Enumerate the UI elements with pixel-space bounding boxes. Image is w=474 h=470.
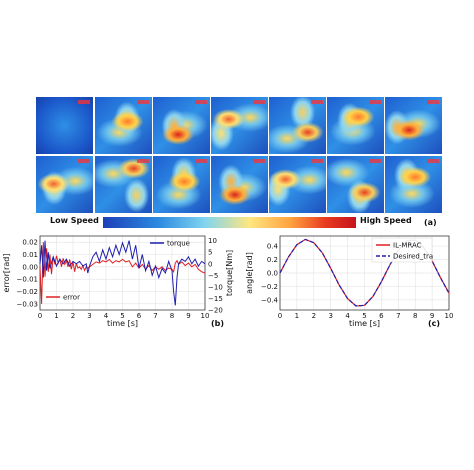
speed-colorbar <box>103 217 356 228</box>
speed-map-tile <box>153 97 210 154</box>
legend-label-error: error <box>63 294 80 302</box>
y2-axis-label: torque[Nm] <box>225 250 234 296</box>
speed-map-tile <box>269 97 326 154</box>
y-tick-label: 0.02 <box>22 239 38 247</box>
x-tick-label: 6 <box>137 312 142 320</box>
y2-tick-label: 10 <box>208 237 217 245</box>
x-tick-label: 0 <box>38 312 42 320</box>
speed-map-tile <box>327 97 384 154</box>
legend-label-il-mrac: IL-MRAC <box>393 242 422 250</box>
y-axis-label: error[rad] <box>2 254 11 293</box>
time-stamp-marker <box>369 100 381 104</box>
x-tick-label: 10 <box>445 312 454 320</box>
legend-label-torque: torque <box>167 240 190 248</box>
speed-map-tile <box>211 156 268 213</box>
speed-map-tile <box>327 156 384 213</box>
time-stamp-marker <box>195 159 207 163</box>
legend-box <box>371 237 433 263</box>
time-stamp-marker <box>137 159 149 163</box>
x-tick-label: 2 <box>312 312 316 320</box>
time-stamp-marker <box>78 100 90 104</box>
speed-map-tile <box>385 97 442 154</box>
speed-map-tile <box>95 156 152 213</box>
low-speed-label: Low Speed <box>50 216 99 225</box>
time-stamp-marker <box>427 100 439 104</box>
y-tick-label: 0.00 <box>22 263 38 271</box>
time-stamp-marker <box>311 100 323 104</box>
time-stamp-marker <box>253 159 265 163</box>
x-tick-label: 8 <box>413 312 417 320</box>
speed-map-tile <box>385 156 442 213</box>
panel-label-c: (c) <box>428 319 440 328</box>
y2-tick-label: 5 <box>208 249 212 257</box>
y-tick-label: −0.2 <box>261 283 278 291</box>
x-tick-label: 1 <box>295 312 299 320</box>
time-stamp-marker <box>253 100 265 104</box>
y-axis-label: angle[rad] <box>245 252 254 294</box>
x-tick-label: 10 <box>201 312 210 320</box>
y2-tick-label: −15 <box>208 295 223 303</box>
series-line-torque <box>39 240 206 306</box>
x-tick-label: 7 <box>396 312 400 320</box>
y-tick-label: −0.02 <box>17 288 38 296</box>
speed-map-tile <box>153 156 210 213</box>
y2-tick-label: −20 <box>208 307 223 315</box>
legend-label-desired: Desired_tra <box>393 253 433 261</box>
panel-label-b: (b) <box>211 319 224 328</box>
error-torque-chart: 0 1 2 3 4 5 6 7 8 9 10 0.02 0.01 0.00 −0.01 −0.02 −0.03 1… <box>2 235 234 328</box>
time-stamp-marker <box>311 159 323 163</box>
time-stamp-marker <box>369 159 381 163</box>
y2-tick-label: −10 <box>208 283 223 291</box>
time-stamp-marker <box>137 100 149 104</box>
x-tick-label: 4 <box>345 312 350 320</box>
x-tick-label: 5 <box>362 312 366 320</box>
time-stamp-marker <box>195 100 207 104</box>
x-tick-label: 9 <box>186 312 190 320</box>
y-tick-label: 0.2 <box>267 256 278 264</box>
x-tick-label: 5 <box>120 312 124 320</box>
speed-map-tile <box>269 156 326 213</box>
x-tick-label: 3 <box>328 312 332 320</box>
y-tick-label: −0.01 <box>17 276 38 284</box>
x-tick-label: 7 <box>153 312 157 320</box>
time-stamp-marker <box>427 159 439 163</box>
x-axis-label: time [s] <box>349 319 380 328</box>
y-tick-label: −0.4 <box>261 296 279 304</box>
y-tick-label: 0.01 <box>22 251 38 259</box>
x-tick-label: 1 <box>54 312 58 320</box>
x-tick-label: 4 <box>104 312 109 320</box>
speed-map-tile <box>36 97 93 154</box>
x-tick-label: 9 <box>430 312 434 320</box>
panel-label-a: (a) <box>424 218 437 227</box>
x-tick-label: 2 <box>71 312 75 320</box>
x-tick-label: 0 <box>278 312 282 320</box>
speed-map-tile <box>36 156 93 213</box>
speed-map-tile <box>211 97 268 154</box>
speed-map-tile <box>95 97 152 154</box>
y-tick-label: 0.0 <box>267 270 278 278</box>
x-axis-label: time [s] <box>107 319 138 328</box>
angle-tracking-chart: 0 1 2 3 4 5 6 7 8 9 10 0.4 0.2 0.0 −0.2 −0.4 IL-MRAC Desi… <box>245 235 454 328</box>
x-tick-label: 8 <box>170 312 174 320</box>
x-tick-label: 6 <box>379 312 384 320</box>
high-speed-label: High Speed <box>360 216 412 225</box>
y-tick-label: −0.03 <box>17 300 38 308</box>
y-tick-label: 0.4 <box>267 243 279 251</box>
y2-tick-label: −5 <box>208 272 218 280</box>
x-tick-label: 3 <box>87 312 91 320</box>
time-stamp-marker <box>78 159 90 163</box>
y2-tick-label: 0 <box>208 260 212 268</box>
